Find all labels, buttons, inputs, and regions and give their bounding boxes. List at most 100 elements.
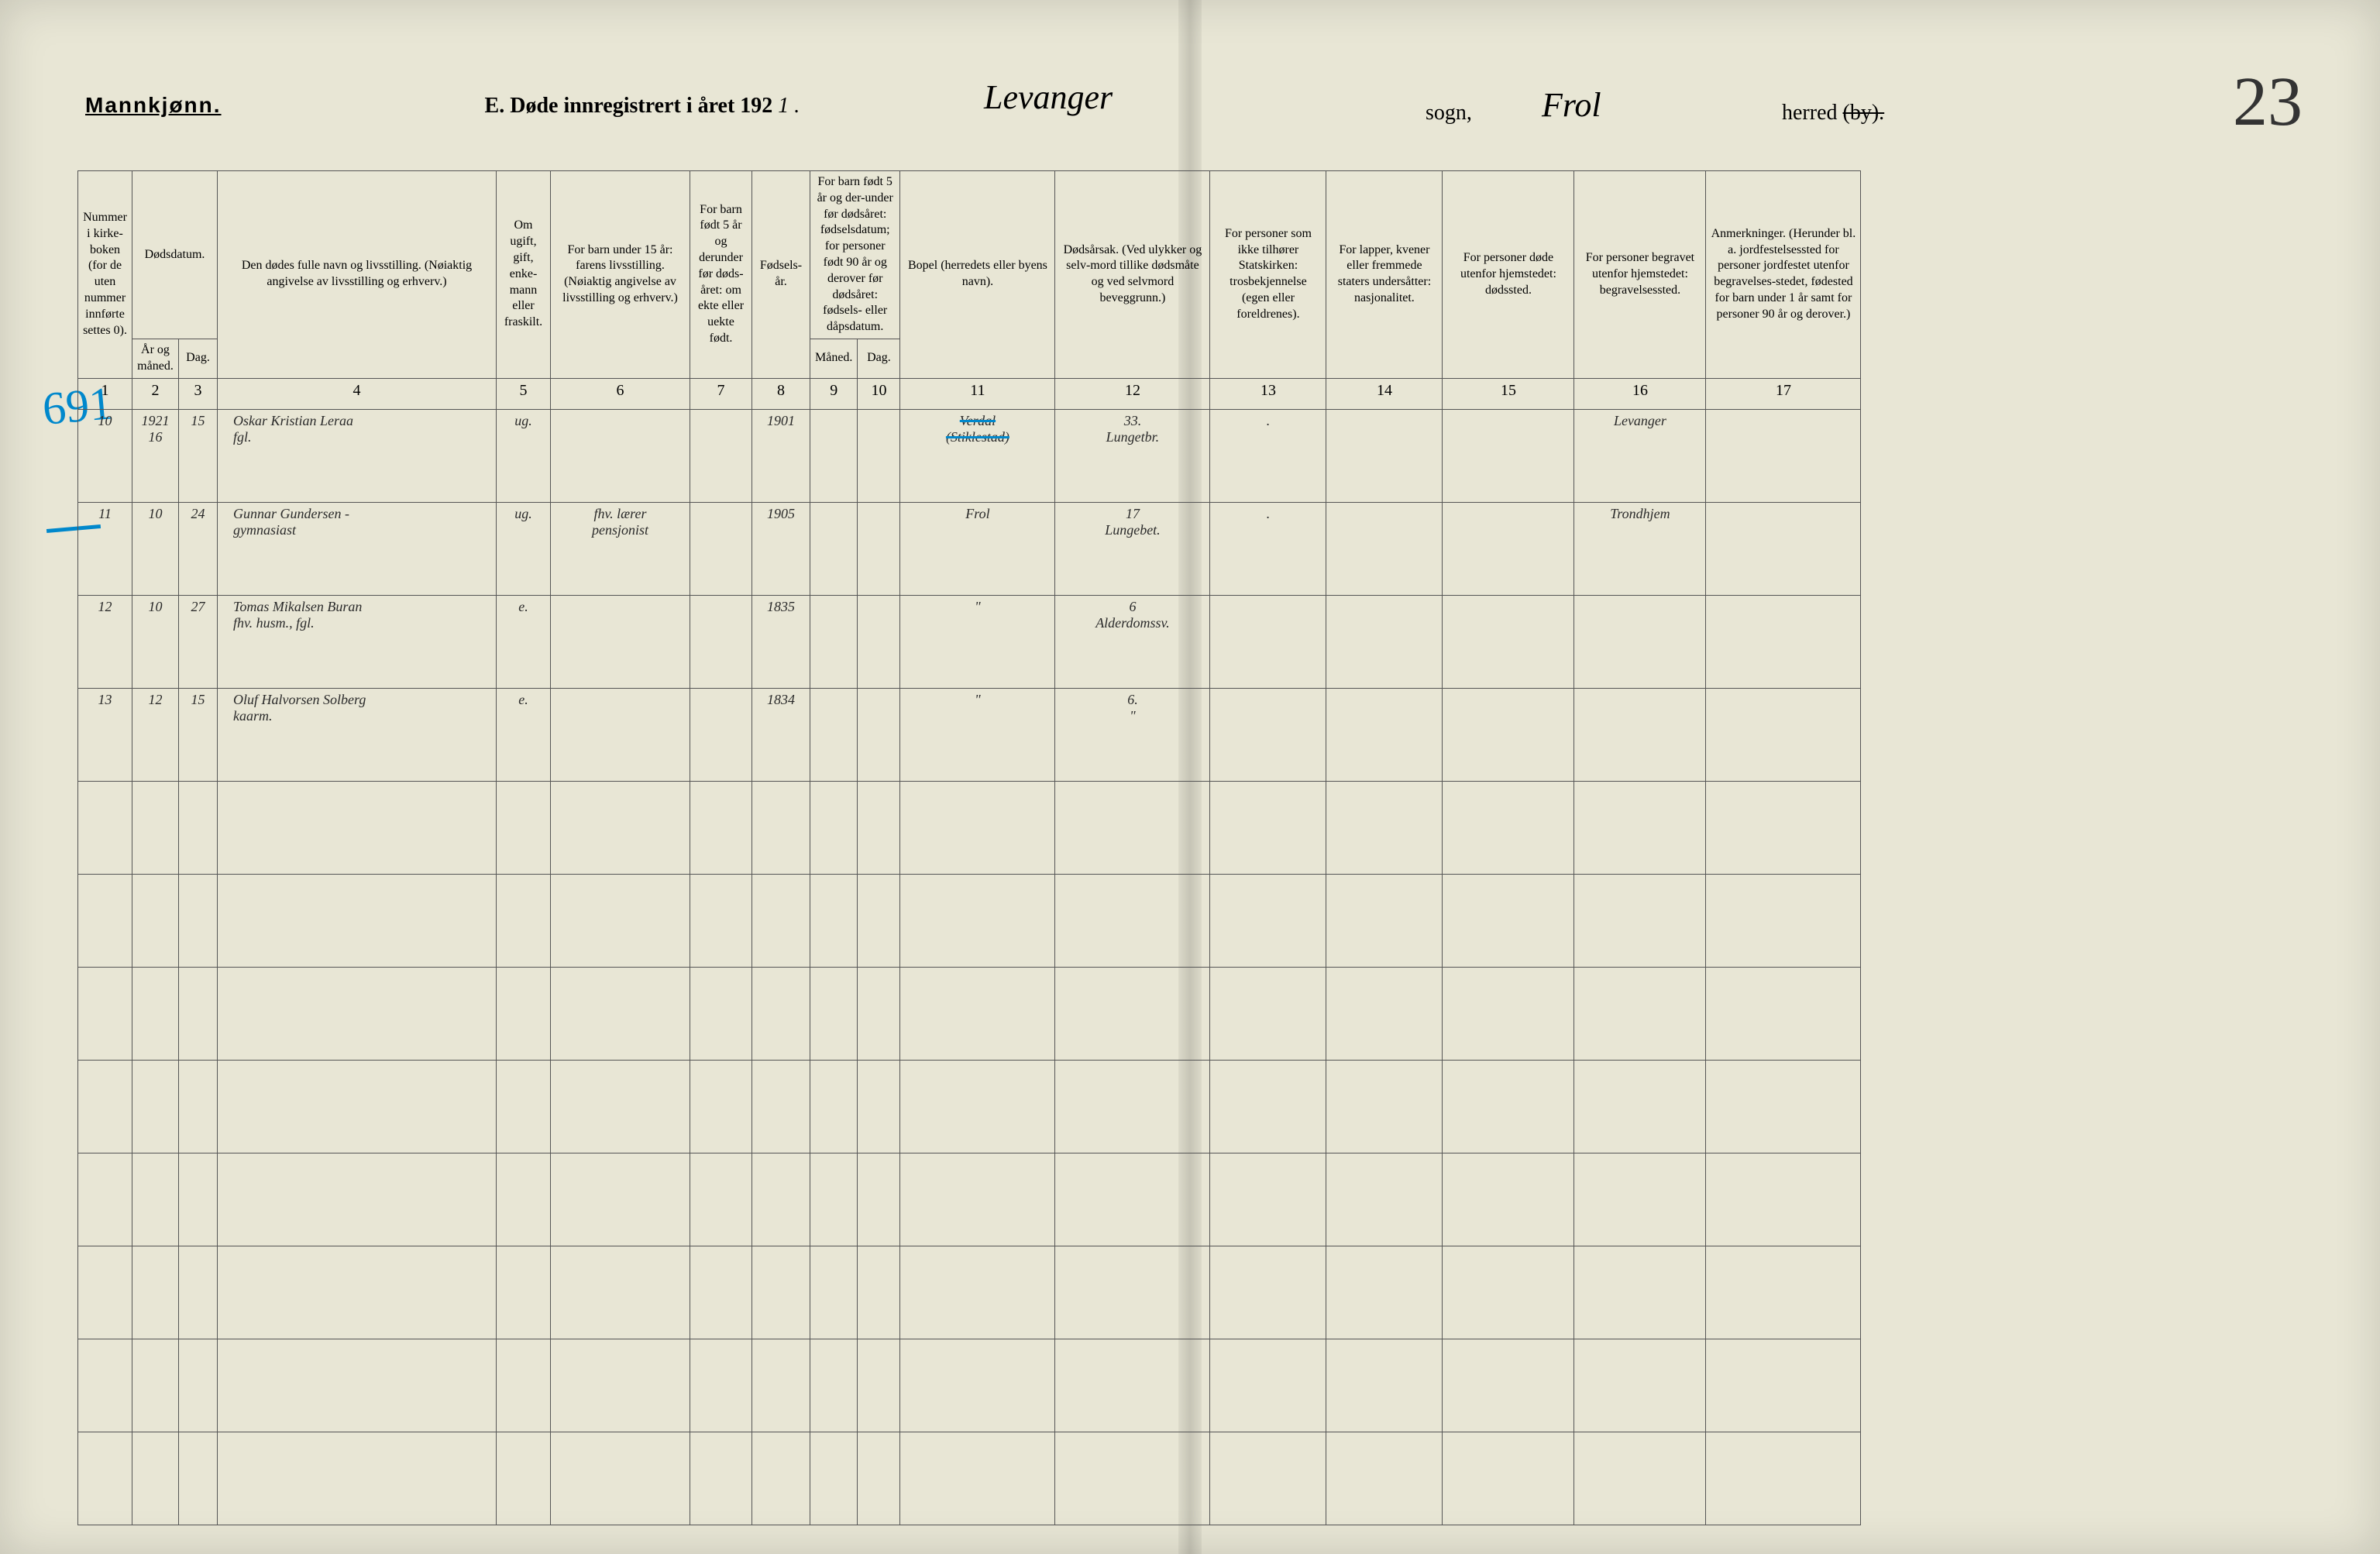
empty-cell xyxy=(78,967,132,1060)
empty-cell xyxy=(690,1153,752,1246)
empty-cell xyxy=(1210,1060,1326,1153)
empty-cell xyxy=(1443,967,1574,1060)
table-row-empty xyxy=(78,1339,1861,1432)
cell-nonstate: . xyxy=(1210,409,1326,502)
col-header-14: For lapper, kvener eller fremmede stater… xyxy=(1326,171,1443,379)
empty-cell xyxy=(179,967,218,1060)
empty-cell xyxy=(1055,781,1210,874)
empty-cell xyxy=(132,1432,179,1525)
empty-cell xyxy=(218,874,497,967)
table-row: 111024Gunnar Gundersen - gymnasiastug.fh… xyxy=(78,502,1861,595)
empty-cell xyxy=(551,1339,690,1432)
empty-cell xyxy=(690,1060,752,1153)
herred-value: Frol xyxy=(1542,85,1601,125)
empty-cell xyxy=(78,1246,132,1339)
cell-legit xyxy=(690,502,752,595)
empty-cell xyxy=(1574,1339,1706,1432)
empty-cell xyxy=(690,1339,752,1432)
empty-cell xyxy=(179,874,218,967)
column-number-row: 1 2 3 4 5 6 7 8 9 10 11 12 13 14 15 16 1… xyxy=(78,378,1861,409)
colnum-17: 17 xyxy=(1706,378,1861,409)
cell-parent xyxy=(551,409,690,502)
empty-cell xyxy=(1210,874,1326,967)
empty-cell xyxy=(900,1153,1055,1246)
page-title: E. Døde innregistrert i året 192 1 . xyxy=(485,94,800,119)
sogn-value: Levanger xyxy=(984,77,1113,117)
empty-cell xyxy=(752,781,810,874)
empty-cell xyxy=(497,781,551,874)
table-row: 101921 1615Oskar Kristian Leraa fgl.ug.1… xyxy=(78,409,1861,502)
empty-cell xyxy=(132,1153,179,1246)
empty-cell xyxy=(497,1432,551,1525)
empty-cell xyxy=(1055,967,1210,1060)
colnum-7: 7 xyxy=(690,378,752,409)
cell-national xyxy=(1326,409,1443,502)
empty-cell xyxy=(752,1339,810,1432)
cell-burialplace xyxy=(1574,595,1706,688)
table-row-empty xyxy=(78,1432,1861,1525)
empty-cell xyxy=(1326,967,1443,1060)
table-row-empty xyxy=(78,1153,1861,1246)
cell-residence: Frol xyxy=(900,502,1055,595)
empty-cell xyxy=(810,1432,858,1525)
empty-cell xyxy=(858,1153,900,1246)
cell-name: Tomas Mikalsen Buran fhv. husm., fgl. xyxy=(218,595,497,688)
empty-cell xyxy=(551,1153,690,1246)
empty-cell xyxy=(1326,781,1443,874)
empty-cell xyxy=(1326,1060,1443,1153)
empty-cell xyxy=(1443,1153,1574,1246)
colnum-11: 11 xyxy=(900,378,1055,409)
col-header-13: For personer som ikke tilhører Statskirk… xyxy=(1210,171,1326,379)
empty-cell xyxy=(551,781,690,874)
empty-cell xyxy=(1326,1153,1443,1246)
cell-num: 10 xyxy=(78,409,132,502)
col-header-1: Nummer i kirke-boken (for de uten nummer… xyxy=(78,171,132,379)
empty-cell xyxy=(900,1060,1055,1153)
cell-remarks xyxy=(1706,502,1861,595)
cell-cause: 17 Lungebet. xyxy=(1055,502,1210,595)
colnum-10: 10 xyxy=(858,378,900,409)
empty-cell xyxy=(497,1060,551,1153)
empty-cell xyxy=(78,1060,132,1153)
col-header-2-group: Dødsdatum. xyxy=(132,171,218,339)
empty-cell xyxy=(810,874,858,967)
empty-cell xyxy=(1326,874,1443,967)
empty-cell xyxy=(900,967,1055,1060)
cell-bday xyxy=(858,502,900,595)
col-header-9a: Måned. xyxy=(810,339,858,378)
empty-cell xyxy=(690,874,752,967)
empty-cell xyxy=(752,1153,810,1246)
colnum-14: 14 xyxy=(1326,378,1443,409)
cell-name: Oskar Kristian Leraa fgl. xyxy=(218,409,497,502)
empty-cell xyxy=(690,781,752,874)
empty-cell xyxy=(218,781,497,874)
empty-cell xyxy=(551,874,690,967)
empty-cell xyxy=(1443,1339,1574,1432)
cell-deathplace xyxy=(1443,688,1574,781)
cell-num: 11 xyxy=(78,502,132,595)
page-header: Mannkjønn. E. Døde innregistrert i året … xyxy=(0,0,2380,142)
cell-status: e. xyxy=(497,688,551,781)
empty-cell xyxy=(497,967,551,1060)
empty-cell xyxy=(1326,1432,1443,1525)
cell-bday xyxy=(858,595,900,688)
empty-cell xyxy=(810,967,858,1060)
col-header-15: For personer døde utenfor hjemstedet: dø… xyxy=(1443,171,1574,379)
empty-cell xyxy=(1055,1246,1210,1339)
empty-cell xyxy=(1706,1432,1861,1525)
empty-cell xyxy=(1055,874,1210,967)
cell-cause: 6 Alderdomssv. xyxy=(1055,595,1210,688)
empty-cell xyxy=(858,1339,900,1432)
cell-nonstate: . xyxy=(1210,502,1326,595)
cell-residence: " xyxy=(900,595,1055,688)
cell-name: Oluf Halvorsen Solberg kaarm. xyxy=(218,688,497,781)
empty-cell xyxy=(752,874,810,967)
empty-cell xyxy=(810,1339,858,1432)
cell-status: e. xyxy=(497,595,551,688)
empty-cell xyxy=(752,1246,810,1339)
empty-cell xyxy=(132,1339,179,1432)
empty-cell xyxy=(1326,1246,1443,1339)
empty-cell xyxy=(132,967,179,1060)
year-suffix: 1 . xyxy=(778,94,800,118)
colnum-12: 12 xyxy=(1055,378,1210,409)
